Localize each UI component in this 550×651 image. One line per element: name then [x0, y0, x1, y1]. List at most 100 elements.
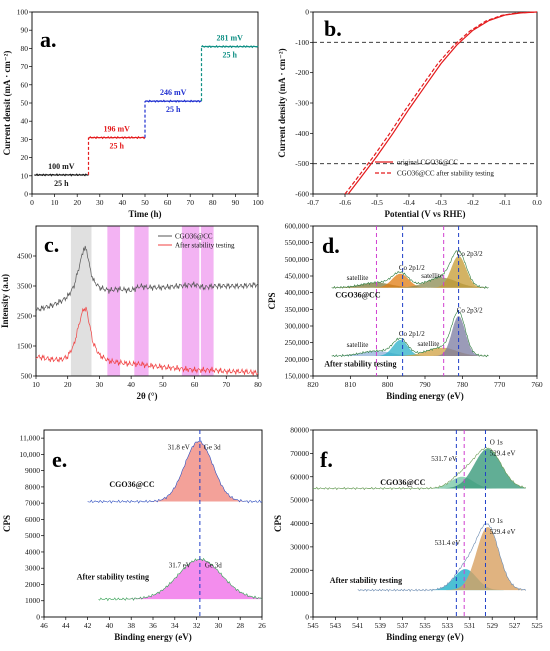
peak-fill	[331, 316, 489, 356]
y-tick-label: 2000	[25, 580, 40, 589]
x-tick-label: 46	[40, 621, 48, 630]
x-tick-label: 80	[209, 198, 217, 207]
panel-f: 545 543 541 539 537 535 533 531 529 527 525 0 10000 2…	[273, 426, 543, 643]
plot-frame	[35, 225, 259, 377]
panel-d: 820 810 800 790 780 770 760 150,000 200,000 250,0…	[267, 222, 543, 402]
spectrum-envelope	[331, 309, 489, 358]
x-tick-label: 535	[419, 621, 431, 630]
spectrum-name: After stability testing	[330, 576, 402, 585]
x-tick-label: 790	[419, 380, 431, 389]
x-tick-label: 50	[141, 198, 149, 207]
y-tick-label: 400,000	[285, 288, 310, 297]
y-tick-label: 1000	[25, 596, 40, 605]
y-tick-label: 300,000	[285, 322, 310, 331]
series-line-4	[200, 44, 259, 49]
peak-fill	[98, 559, 262, 600]
peak-annotation: Co 2p3/2	[457, 307, 483, 315]
panel-c: 10 20 30 40 50 60 70 80 500 1500 2500 3500 4500 2θ (°…	[0, 225, 262, 401]
x-axis-label: Binding energy (eV)	[114, 632, 192, 642]
highlight-band	[134, 226, 149, 376]
x-tick-label: 70	[186, 198, 194, 207]
x-tick-label: 28	[236, 621, 244, 630]
y-tick-label: 4500	[17, 252, 32, 261]
y-tick-label: 30000	[290, 542, 309, 551]
peak-annotation: satellite	[347, 274, 369, 282]
x-tick-label: 0.0	[532, 198, 542, 207]
x-tick-label: 36	[149, 621, 157, 630]
y-tick-label: 3000	[25, 564, 40, 573]
x-tick-label: -0.7	[307, 198, 319, 207]
peak-energy-label: 31.7 eV	[169, 561, 191, 569]
peak-annotation: Co 2p1/2	[399, 264, 425, 272]
peak-energy-label: 529.4 eV	[490, 450, 516, 458]
highlight-band	[107, 226, 121, 376]
y-axis-label: Current density (mA · cm⁻²)	[277, 48, 287, 157]
series-line-2	[88, 135, 146, 140]
highlight-band	[200, 226, 214, 376]
panel-label: f.	[320, 447, 333, 472]
y-tick-label: 40000	[290, 519, 309, 528]
x-tick-label: 30	[96, 198, 104, 207]
panel-a: 0 10 20 30 40 50 60 70 80 90 100 0 10 20 30 40 50 60 70 80 9…	[2, 8, 264, 220]
spectrum-envelope	[357, 523, 527, 592]
series-line-3	[145, 99, 202, 103]
x-axis-label: Time (h)	[128, 209, 161, 219]
y-tick-label: 5000	[25, 531, 40, 540]
y-tick-label: 600,000	[285, 222, 310, 231]
y-tick-label: 150,000	[285, 372, 310, 381]
x-axis-label: 2θ (°)	[136, 391, 157, 401]
panel-label: a.	[40, 27, 57, 52]
y-axis-label: CPS	[273, 515, 283, 532]
x-tick-label: 529	[487, 621, 499, 630]
y-axis-label: CPS	[267, 292, 277, 309]
y-axis-label: Current densit (mA · cm⁻²)	[2, 51, 12, 156]
y-tick-label: 0	[305, 613, 309, 622]
x-tick-label: 531	[464, 621, 476, 630]
y-tick-label: 250,000	[285, 338, 310, 347]
x-tick-label: 50	[159, 380, 167, 389]
panel-label: c.	[44, 232, 59, 257]
series-line-2	[344, 11, 538, 195]
y-tick-label: 50000	[290, 496, 309, 505]
x-tick-label: 26	[258, 621, 266, 630]
peak-fill	[87, 441, 262, 502]
y-tick-label: 3500	[17, 282, 32, 291]
spectrum-name: CGO36@CC	[109, 480, 154, 489]
peak-fill	[357, 527, 526, 591]
y-tick-label: 500,000	[285, 255, 310, 264]
x-tick-label: 34	[171, 621, 179, 630]
series-line-2	[35, 306, 259, 376]
peak-energy-label: 31.8 eV	[168, 443, 190, 451]
x-tick-label: 80	[254, 380, 262, 389]
y-tick-label: 8000	[25, 482, 40, 491]
x-tick-label: 820	[307, 380, 319, 389]
y-tick-label: 0	[36, 613, 40, 622]
x-axis-label: Potential (V vs RHE)	[384, 209, 465, 219]
x-tick-label: -0.5	[371, 198, 383, 207]
x-tick-label: 44	[62, 621, 70, 630]
y-tick-label: 0	[305, 8, 309, 17]
x-tick-label: -0.3	[435, 198, 447, 207]
y-tick-label: 20	[21, 153, 29, 162]
x-tick-label: 32	[193, 621, 201, 630]
peak-annotation: Co 2p1/2	[399, 330, 425, 338]
peak-fill	[331, 256, 489, 288]
y-tick-label: -200	[295, 68, 309, 77]
y-tick-label: 200,000	[285, 355, 310, 364]
y-tick-label: 30	[21, 135, 29, 144]
y-tick-label: 7000	[25, 499, 40, 508]
x-tick-label: 20	[64, 380, 72, 389]
legend-entry: CGO36@CC after stability testing	[397, 170, 494, 178]
x-axis-label: Binding energy (eV)	[386, 632, 464, 642]
y-tick-label: 80000	[290, 426, 309, 435]
spectrum-name: After stability testing	[324, 360, 396, 369]
spectrum-envelope	[331, 249, 489, 289]
overpotential-label: 281 mV	[217, 34, 244, 43]
series-line-1	[36, 245, 259, 312]
x-tick-label: 70	[223, 380, 231, 389]
peak-fill	[331, 340, 489, 356]
peak-annotation: satellite	[347, 341, 369, 349]
x-tick-label: 60	[164, 198, 172, 207]
x-tick-label: 10	[32, 380, 40, 389]
y-tick-label: 10	[21, 171, 29, 180]
